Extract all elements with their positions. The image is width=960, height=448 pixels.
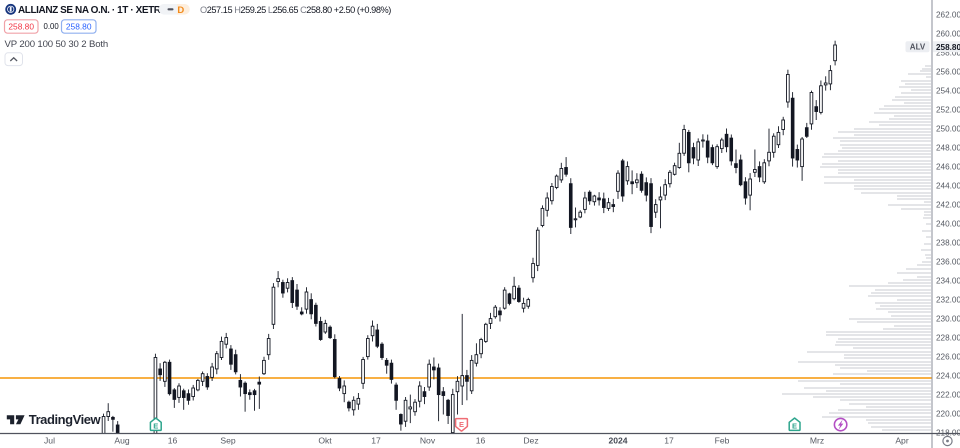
svg-text:17: 17 bbox=[371, 436, 381, 446]
svg-text:O257.15 H259.25 L256.65 C258.8: O257.15 H259.25 L256.65 C258.80 +2.50 (+… bbox=[200, 5, 391, 15]
svg-text:258.80: 258.80 bbox=[936, 43, 960, 52]
svg-text:250.00: 250.00 bbox=[936, 125, 960, 134]
svg-text:2024: 2024 bbox=[608, 436, 627, 446]
svg-text:260.00: 260.00 bbox=[936, 30, 960, 39]
svg-text:16: 16 bbox=[168, 436, 178, 446]
svg-text:ALV: ALV bbox=[910, 43, 926, 52]
svg-text:222.00: 222.00 bbox=[936, 391, 960, 400]
svg-text:236.00: 236.00 bbox=[936, 258, 960, 267]
svg-text:254.00: 254.00 bbox=[936, 87, 960, 96]
svg-text:Okt: Okt bbox=[318, 436, 332, 446]
svg-text:258.00: 258.00 bbox=[936, 49, 960, 58]
svg-text:TradingView: TradingView bbox=[29, 412, 102, 427]
svg-text:VP 200 100 50 30 2 Both: VP 200 100 50 30 2 Both bbox=[5, 39, 109, 50]
svg-text:262.00: 262.00 bbox=[936, 11, 960, 20]
svg-text:Sep: Sep bbox=[220, 436, 236, 446]
svg-text:E: E bbox=[792, 421, 797, 430]
svg-text:Feb: Feb bbox=[715, 436, 730, 446]
svg-text:234.00: 234.00 bbox=[936, 277, 960, 286]
svg-text:238.00: 238.00 bbox=[936, 239, 960, 248]
svg-text:ALLIANZ SE NA O.N. · 1T · XETR: ALLIANZ SE NA O.N. · 1T · XETR bbox=[18, 5, 162, 16]
svg-text:Apr: Apr bbox=[895, 436, 909, 446]
svg-text:246.00: 246.00 bbox=[936, 163, 960, 172]
svg-text:232.00: 232.00 bbox=[936, 296, 960, 305]
svg-text:Aug: Aug bbox=[114, 436, 130, 446]
svg-text:220.00: 220.00 bbox=[936, 410, 960, 419]
svg-text:D: D bbox=[177, 5, 184, 16]
svg-text:Dez: Dez bbox=[523, 436, 538, 446]
svg-text:230.00: 230.00 bbox=[936, 315, 960, 324]
svg-text:Mrz: Mrz bbox=[810, 436, 824, 446]
svg-text:244.00: 244.00 bbox=[936, 182, 960, 191]
svg-text:Nov: Nov bbox=[420, 436, 436, 446]
svg-text:240.00: 240.00 bbox=[936, 220, 960, 229]
svg-text:228.00: 228.00 bbox=[936, 334, 960, 343]
svg-text:252.00: 252.00 bbox=[936, 106, 960, 115]
svg-text:258.80: 258.80 bbox=[8, 21, 34, 31]
svg-text:256.00: 256.00 bbox=[936, 68, 960, 77]
svg-text:17: 17 bbox=[664, 436, 674, 446]
svg-text:248.00: 248.00 bbox=[936, 144, 960, 153]
svg-text:E: E bbox=[153, 421, 158, 430]
svg-text:Jul: Jul bbox=[44, 436, 55, 446]
svg-text:218.00: 218.00 bbox=[936, 429, 960, 438]
svg-text:16: 16 bbox=[476, 436, 486, 446]
svg-text:226.00: 226.00 bbox=[936, 353, 960, 362]
svg-text:258.80: 258.80 bbox=[66, 21, 92, 31]
svg-text:0.00: 0.00 bbox=[44, 22, 60, 31]
svg-text:224.00: 224.00 bbox=[936, 372, 960, 381]
svg-text:242.00: 242.00 bbox=[936, 201, 960, 210]
svg-text:E: E bbox=[459, 420, 464, 429]
